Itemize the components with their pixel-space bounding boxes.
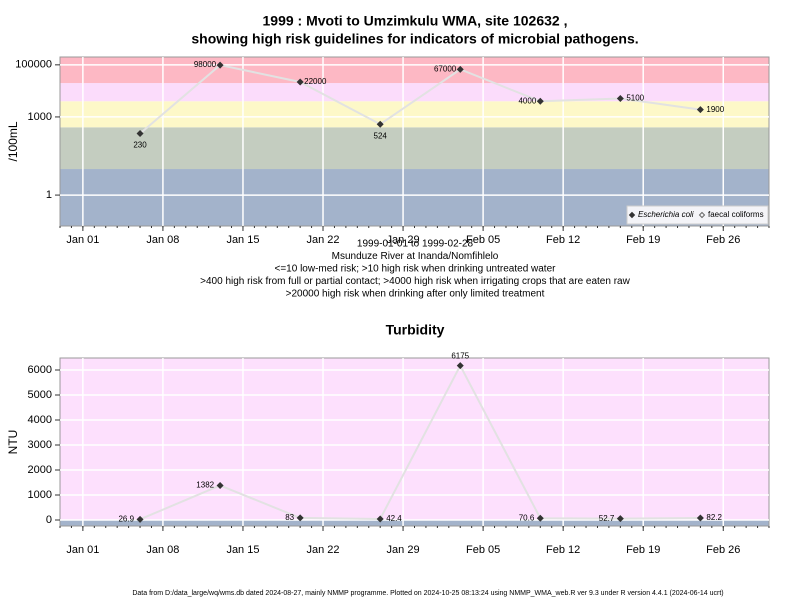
data-point — [376, 515, 384, 523]
data-point — [296, 78, 304, 86]
data-point — [696, 514, 704, 522]
y-tick-label: 100000 — [15, 59, 52, 71]
y-axis-label: /100mL — [6, 121, 20, 161]
y-tick-label: 6000 — [28, 364, 52, 376]
risk-band — [60, 127, 769, 170]
y-tick-label: 3000 — [28, 439, 52, 451]
y-tick-label: 1 — [46, 189, 52, 201]
series-line — [139, 363, 701, 521]
x-tick-label: Feb 05 — [466, 544, 500, 556]
y-tick-label: 2000 — [28, 464, 52, 476]
value-label: 83 — [285, 513, 294, 522]
x-tick-label: Jan 01 — [66, 234, 99, 246]
data-point — [616, 95, 624, 103]
value-label: 67000 — [434, 64, 457, 73]
data-point — [536, 97, 544, 105]
x-tick-label: Feb 12 — [546, 234, 580, 246]
chart-title: Turbidity — [386, 322, 445, 338]
x-tick-label: Jan 08 — [146, 544, 179, 556]
value-label: 4000 — [518, 96, 536, 105]
caption: <=10 low-med risk; >10 high risk when dr… — [275, 264, 557, 275]
x-tick-label: Jan 22 — [307, 234, 340, 246]
risk-band — [60, 520, 769, 526]
x-tick-label: Feb 26 — [706, 234, 740, 246]
value-label: 82.2 — [706, 513, 722, 522]
caption: >400 high risk from full or partial cont… — [200, 276, 630, 287]
legend-marker — [698, 211, 706, 219]
data-point — [536, 514, 544, 522]
data-point — [216, 481, 224, 489]
data-point — [616, 515, 624, 523]
risk-band — [60, 57, 769, 84]
y-tick-label: 1000 — [28, 111, 52, 123]
value-label: 98000 — [194, 60, 217, 69]
value-label: 22000 — [304, 77, 327, 86]
value-label: 524 — [374, 131, 388, 140]
y-tick-label: 1000 — [28, 489, 52, 501]
data-point — [456, 362, 464, 370]
data-point — [696, 106, 704, 114]
risk-band — [60, 83, 769, 102]
data-point — [296, 514, 304, 522]
x-tick-label: Jan 29 — [387, 544, 420, 556]
value-label: 1382 — [196, 481, 214, 490]
value-label: 5100 — [626, 94, 644, 103]
x-tick-label: Feb 19 — [626, 234, 660, 246]
risk-band — [60, 358, 769, 520]
value-label: 230 — [133, 141, 147, 150]
x-tick-label: Feb 05 — [466, 234, 500, 246]
legend-box — [626, 205, 769, 225]
value-label: 26.9 — [118, 514, 134, 523]
data-point — [136, 130, 144, 138]
x-tick-label: Feb 26 — [706, 544, 740, 556]
y-tick-label: 0 — [46, 514, 52, 526]
x-tick-label: Feb 12 — [546, 544, 580, 556]
data-point — [456, 65, 464, 73]
legend-marker — [628, 211, 636, 219]
y-tick-label: 4000 — [28, 414, 52, 426]
x-tick-label: Jan 15 — [226, 234, 259, 246]
chart-title: showing high risk guidelines for indicat… — [191, 31, 638, 47]
value-label: 6175 — [451, 352, 469, 361]
data-point — [216, 61, 224, 69]
x-tick-label: Jan 22 — [307, 544, 340, 556]
y-axis-label: NTU — [6, 430, 20, 455]
risk-band — [60, 101, 769, 128]
legend-label: Escherichia coli — [638, 210, 694, 219]
x-tick-label: Jan 01 — [66, 544, 99, 556]
data-point — [136, 515, 144, 523]
caption: >20000 high risk when drinking after onl… — [286, 289, 545, 300]
caption: Msunduze River at Inanda/Nomfihlelo — [332, 251, 499, 262]
x-tick-label: Jan 15 — [226, 544, 259, 556]
value-label: 42.4 — [386, 514, 402, 523]
footer: Data from D:/data_large/wq/wms.db dated … — [132, 590, 723, 597]
value-label: 1900 — [706, 105, 724, 114]
caption: 1999-01-01 to 1999-02-28 — [357, 239, 474, 250]
legend-label: faecal coliforms — [708, 210, 764, 219]
x-tick-label: Feb 19 — [626, 544, 660, 556]
data-point — [376, 120, 384, 128]
value-label: 52.7 — [599, 514, 615, 523]
chart-title: 1999 : Mvoti to Umzimkulu WMA, site 1026… — [263, 13, 568, 29]
x-tick-label: Jan 29 — [387, 234, 420, 246]
value-label: 70.6 — [519, 513, 535, 522]
series-line — [139, 63, 701, 135]
y-tick-label: 5000 — [28, 389, 52, 401]
x-tick-label: Jan 08 — [146, 234, 179, 246]
